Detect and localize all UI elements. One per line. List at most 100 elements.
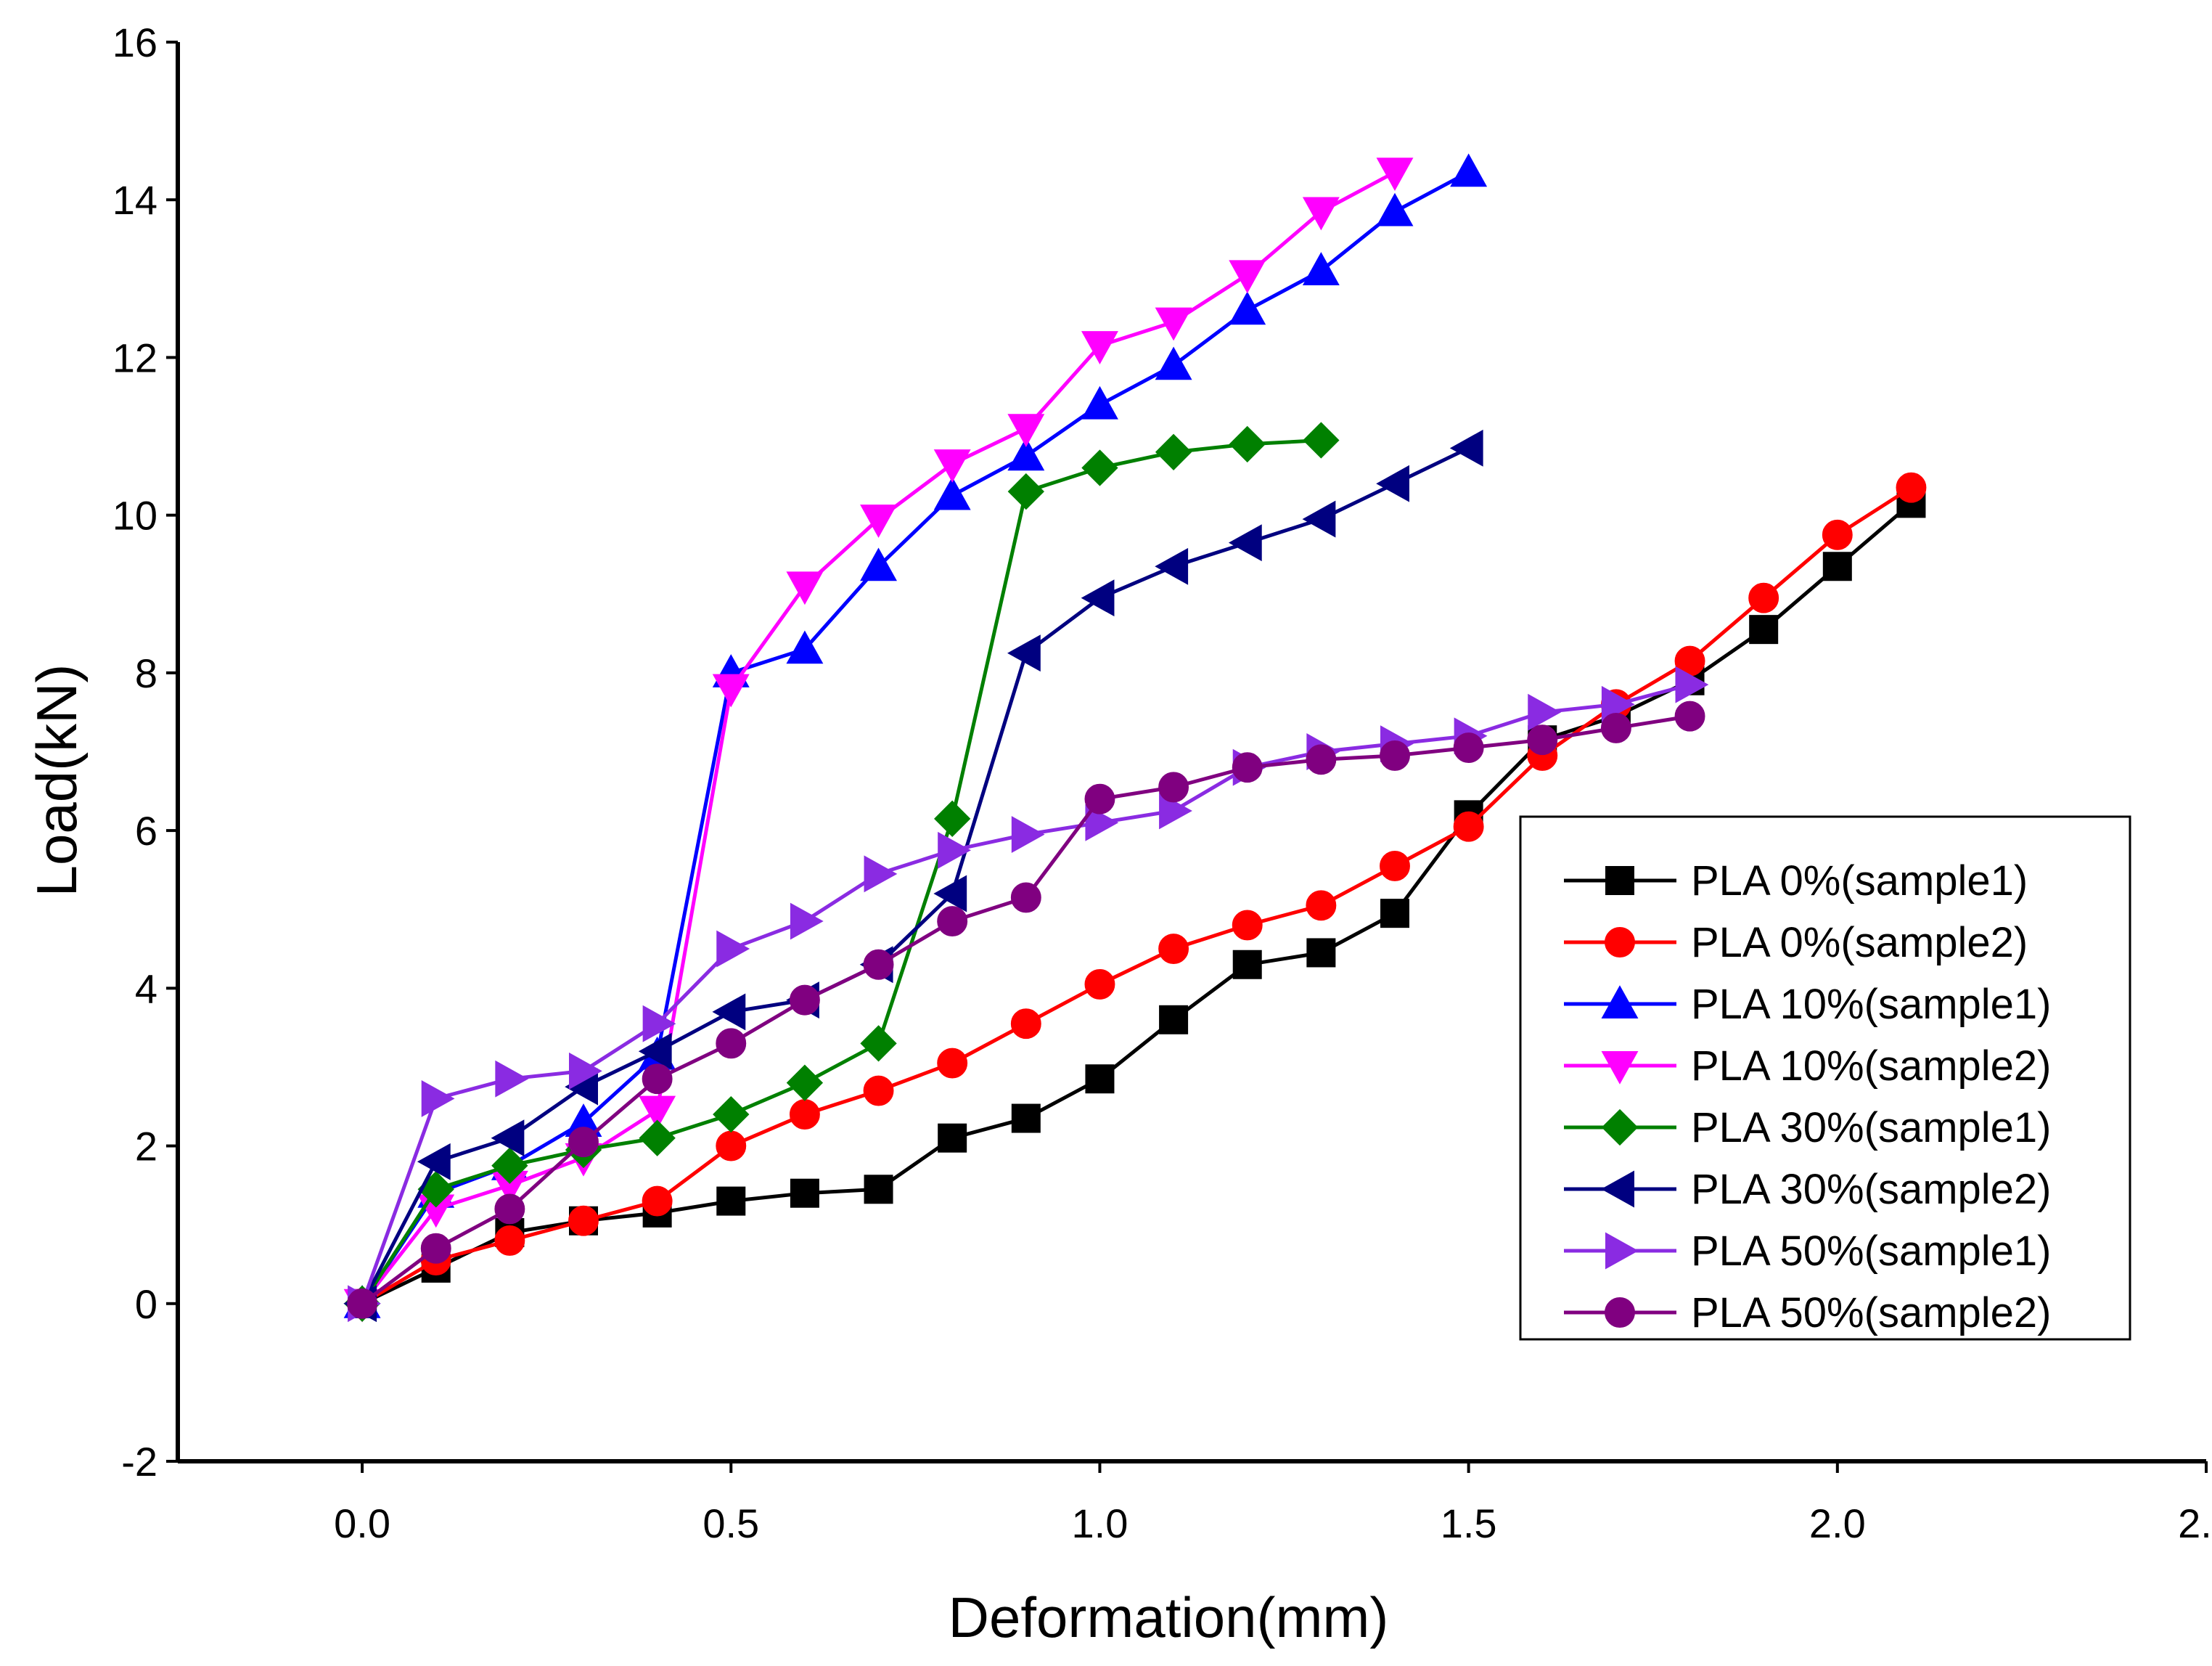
x-tick-label: 2.5 [2178, 1500, 2212, 1546]
data-point [1007, 414, 1045, 448]
data-point [860, 547, 897, 581]
data-point [864, 855, 898, 893]
data-point [1675, 666, 1709, 703]
data-point [716, 1028, 747, 1059]
data-point [1449, 429, 1483, 467]
data-point [1822, 552, 1852, 581]
data-point [1380, 740, 1410, 771]
y-tick-label: 2 [135, 1124, 157, 1169]
series-line [360, 446, 1470, 1304]
series-6 [348, 666, 1709, 1323]
data-point [1010, 1008, 1041, 1040]
y-tick-label: 0 [135, 1281, 157, 1327]
legend-marker [1601, 1170, 1634, 1208]
data-point [1081, 449, 1118, 486]
data-point [860, 1025, 897, 1062]
data-point [786, 630, 824, 664]
y-tick-label: -2 [121, 1439, 157, 1485]
data-point [1011, 816, 1045, 853]
data-point [1232, 910, 1263, 941]
data-point [863, 949, 894, 980]
data-point [1007, 473, 1044, 510]
data-point [789, 984, 820, 1016]
legend-label: PLA 0%(sample2) [1691, 919, 2028, 966]
data-point [1306, 890, 1337, 921]
data-point [1011, 1103, 1041, 1133]
data-point [1380, 899, 1409, 928]
data-point [642, 1005, 676, 1042]
data-point [1453, 732, 1484, 764]
y-tick-label: 8 [135, 650, 157, 696]
legend-label: PLA 30%(sample1) [1691, 1104, 2051, 1151]
data-point [1302, 197, 1340, 231]
data-point [1155, 346, 1192, 380]
data-point [569, 1052, 602, 1090]
data-point [494, 1193, 525, 1225]
x-tick-label: 2.0 [1809, 1500, 1866, 1546]
data-point [491, 1119, 525, 1157]
y-tick-label: 14 [112, 177, 157, 223]
data-point [937, 1048, 968, 1079]
data-point [1010, 882, 1041, 913]
data-point [716, 1130, 747, 1161]
data-point [1306, 938, 1336, 968]
data-point [716, 930, 750, 968]
x-tick-label: 0.5 [702, 1500, 759, 1546]
data-point [347, 1288, 378, 1319]
data-point [1158, 772, 1189, 803]
y-axis-title: Load(kN) [25, 664, 89, 897]
y-tick-label: 4 [135, 965, 157, 1011]
legend-label: PLA 50%(sample2) [1691, 1289, 2051, 1336]
data-point [1085, 1064, 1115, 1094]
series-7 [347, 701, 1705, 1319]
legend-marker [1605, 866, 1634, 895]
data-point [1380, 851, 1410, 881]
series-3 [343, 158, 1414, 1323]
legend-label: PLA 10%(sample1) [1691, 981, 2051, 1028]
data-point [420, 1233, 451, 1264]
data-point [421, 1079, 455, 1117]
data-point [639, 1119, 676, 1156]
legend-marker [1605, 1297, 1635, 1328]
y-tick-label: 12 [112, 335, 157, 380]
plot-area [343, 153, 1927, 1323]
data-point [1084, 968, 1115, 1000]
data-point [1155, 433, 1192, 470]
data-point [491, 1147, 528, 1184]
data-point [934, 800, 971, 837]
data-point [1527, 724, 1558, 756]
data-point [1376, 465, 1409, 502]
data-point [1081, 331, 1118, 364]
data-point [933, 476, 971, 510]
legend: PLA 0%(sample1) PLA 0%(sample2) PLA 10%(sa… [1519, 815, 2131, 1341]
legend-marker [1605, 927, 1635, 957]
series-line [361, 502, 1913, 1306]
y-tick-label: 10 [112, 493, 157, 539]
data-point [1007, 634, 1041, 672]
data-point [1302, 252, 1340, 285]
x-axis-title: Deformation(mm) [949, 1585, 1389, 1649]
data-point [1896, 472, 1927, 503]
data-point [1229, 425, 1266, 463]
x-tick-label: 1.5 [1441, 1500, 1497, 1546]
legend-marker [1601, 1051, 1639, 1085]
data-point [789, 1099, 820, 1130]
data-point [1229, 291, 1266, 325]
data-point [494, 1225, 525, 1256]
legend-item: PLA 0%(sample1) [1564, 857, 2028, 905]
data-point [860, 505, 897, 538]
data-point [1306, 744, 1337, 775]
data-point [786, 1064, 824, 1101]
data-point [1081, 579, 1115, 617]
legend-item: PLA 10%(sample2) [1564, 1042, 2051, 1090]
data-point [642, 1185, 673, 1217]
data-point [716, 1186, 746, 1216]
legend-item: PLA 50%(sample2) [1564, 1289, 2051, 1336]
data-point [790, 1178, 819, 1208]
data-point [864, 1175, 893, 1204]
data-point [1302, 500, 1336, 538]
data-point [790, 902, 824, 940]
data-point [713, 1095, 750, 1133]
data-point [1376, 158, 1414, 192]
data-point [568, 1127, 599, 1158]
